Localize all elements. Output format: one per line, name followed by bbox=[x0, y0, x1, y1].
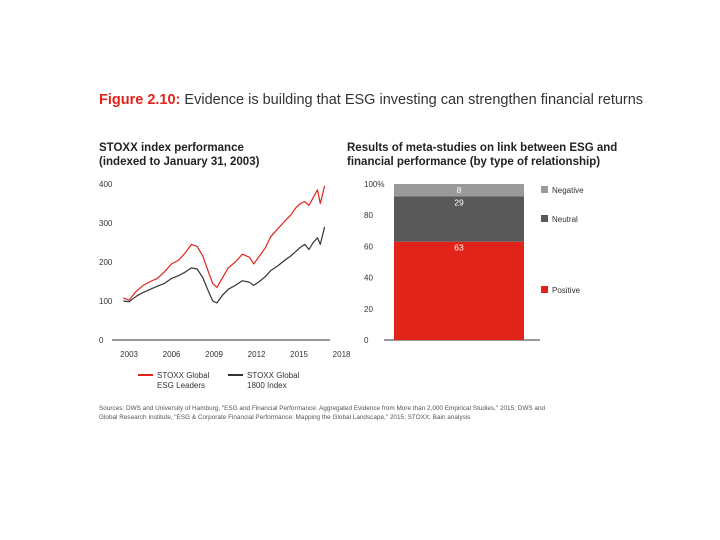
line-x-tick-2003: 2003 bbox=[120, 350, 138, 359]
bar-y-tick-100: 100% bbox=[364, 180, 384, 189]
bar-value-negative: 8 bbox=[457, 185, 462, 195]
bar-value-positive: 63 bbox=[454, 243, 464, 253]
bar-value-neutral: 29 bbox=[454, 197, 464, 207]
line-x-tick-2006: 2006 bbox=[163, 350, 181, 359]
legend-label-esg-leaders-2: ESG Leaders bbox=[157, 381, 205, 390]
bar-legend-swatch-neutral bbox=[541, 215, 548, 222]
series-line-global-1800 bbox=[123, 226, 326, 304]
bar-segment-neutral bbox=[394, 196, 524, 242]
series-line-esg-leaders bbox=[123, 185, 326, 301]
line-y-tick-200: 200 bbox=[99, 258, 113, 267]
sources-note: Sources: DWS and University of Hamburg, … bbox=[99, 405, 629, 422]
line-chart-legend: STOXX Global ESG Leaders STOXX Global 18… bbox=[138, 371, 300, 390]
figure-title-text: Evidence is building that ESG investing … bbox=[184, 92, 644, 108]
sources-line-1: Sources: DWS and University of Hamburg, … bbox=[99, 405, 546, 412]
bar-y-tick-60: 60 bbox=[364, 242, 373, 251]
line-x-tick-2012: 2012 bbox=[248, 350, 266, 359]
bar-segment-positive bbox=[394, 241, 524, 340]
bar-legend-label-negative: Negative bbox=[552, 186, 584, 195]
bar-chart-title-line-2: financial performance (by type of relati… bbox=[347, 155, 601, 168]
figure-title: Figure 2.10: Evidence is building that E… bbox=[99, 92, 643, 108]
line-chart-title-line-2: (indexed to January 31, 2003) bbox=[99, 155, 260, 168]
bar-legend-swatch-positive bbox=[541, 286, 548, 293]
line-chart-title: STOXX index performance (indexed to Janu… bbox=[99, 142, 259, 169]
line-x-tick-2009: 2009 bbox=[205, 350, 223, 359]
line-chart-y-ticks: 0 100 200 300 400 bbox=[99, 180, 113, 345]
bar-legend-label-neutral: Neutral bbox=[552, 215, 578, 224]
figure-label: Figure 2.10: bbox=[99, 92, 181, 108]
line-y-tick-100: 100 bbox=[99, 297, 113, 306]
bar-y-tick-40: 40 bbox=[364, 274, 373, 283]
bar-chart-y-ticks: 0 20 40 60 80 100% bbox=[364, 180, 384, 345]
bar-chart-legend: Negative Neutral Positive bbox=[541, 186, 584, 295]
line-chart-x-ticks: 2003 2006 2009 2012 2015 2018 bbox=[120, 350, 351, 359]
line-y-tick-0: 0 bbox=[99, 336, 104, 345]
line-x-tick-2015: 2015 bbox=[290, 350, 308, 359]
line-y-tick-300: 300 bbox=[99, 219, 113, 228]
bar-y-tick-20: 20 bbox=[364, 305, 373, 314]
bar-segments: 63 29 8 bbox=[394, 184, 524, 340]
line-y-tick-400: 400 bbox=[99, 180, 113, 189]
bar-legend-swatch-negative bbox=[541, 186, 548, 193]
line-x-tick-2018: 2018 bbox=[333, 350, 351, 359]
bar-segment-negative bbox=[394, 184, 524, 197]
line-chart-title-line-1: STOXX index performance bbox=[99, 142, 244, 154]
bar-legend-label-positive: Positive bbox=[552, 286, 581, 295]
sources-line-2: Global Research Institute, "ESG & Corpor… bbox=[99, 413, 471, 421]
line-chart: 0 100 200 300 400 2003 2006 2009 2012 2015 2018 S… bbox=[99, 180, 351, 390]
bar-y-tick-80: 80 bbox=[364, 211, 373, 220]
legend-label-global-1800-2: 1800 Index bbox=[247, 381, 287, 390]
bar-y-tick-0: 0 bbox=[364, 336, 369, 345]
bar-chart-title: Results of meta-studies on link between … bbox=[347, 142, 617, 169]
bar-chart: 0 20 40 60 80 100% 63 29 8 Negative Neutral Posit… bbox=[364, 180, 584, 345]
legend-label-esg-leaders-1: STOXX Global bbox=[157, 371, 210, 380]
bar-chart-title-line-1: Results of meta-studies on link between … bbox=[347, 142, 618, 154]
legend-label-global-1800-1: STOXX Global bbox=[247, 371, 300, 380]
